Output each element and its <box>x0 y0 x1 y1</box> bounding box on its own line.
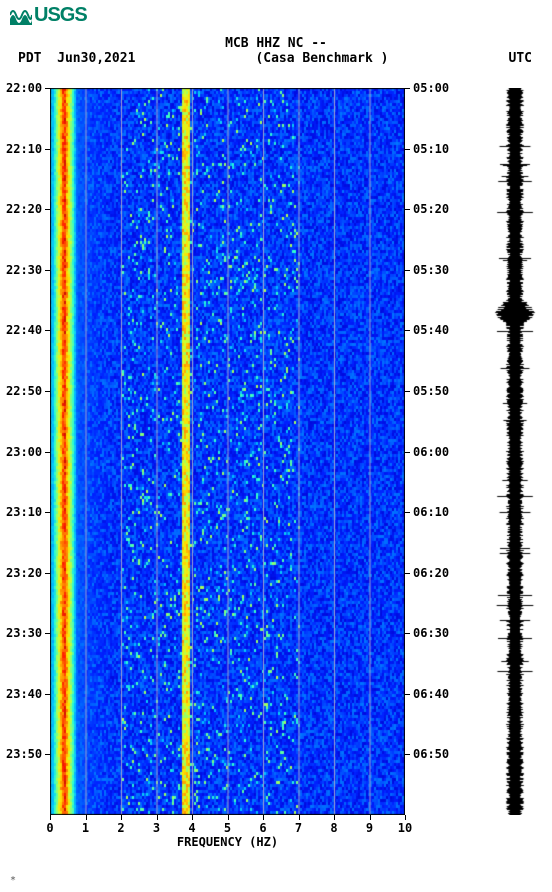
x-tick: 1 <box>82 821 89 835</box>
y-right-tick: 05:30 <box>413 263 449 277</box>
header-location: (Casa Benchmark ) <box>255 51 388 66</box>
x-tick: 7 <box>295 821 302 835</box>
y-left-tick-mark <box>45 88 50 89</box>
x-tick: 10 <box>398 821 412 835</box>
header-left-tz: PDT Jun30,2021 <box>18 51 135 66</box>
y-right-tick-mark <box>405 149 410 150</box>
x-tick: 4 <box>188 821 195 835</box>
x-tick: 9 <box>366 821 373 835</box>
y-right-tick: 06:00 <box>413 445 449 459</box>
y-left-tick-mark <box>45 149 50 150</box>
y-left-tick: 22:50 <box>6 384 42 398</box>
y-right-tick: 06:30 <box>413 626 449 640</box>
x-tick-mark <box>157 815 158 820</box>
x-tick: 0 <box>46 821 53 835</box>
y-right-tick: 05:10 <box>413 142 449 156</box>
y-right-tick-mark <box>405 452 410 453</box>
station-line: MCB HHZ NC -- <box>0 36 552 51</box>
x-tick-mark <box>228 815 229 820</box>
waveform-canvas <box>490 88 540 815</box>
y-right-tick: 06:50 <box>413 747 449 761</box>
x-tick: 6 <box>259 821 266 835</box>
y-left-tick-mark <box>45 694 50 695</box>
spectrogram-chart <box>50 88 405 815</box>
y-right-tick-mark <box>405 330 410 331</box>
y-right-tick: 05:40 <box>413 323 449 337</box>
usgs-wave-icon <box>10 7 32 25</box>
header-right-tz: UTC <box>509 51 532 66</box>
y-right-tick-mark <box>405 270 410 271</box>
usgs-logo: USGS <box>10 4 87 27</box>
y-left-tick: 23:10 <box>6 505 42 519</box>
y-right-tick-mark <box>405 88 410 89</box>
y-left-tick: 22:30 <box>6 263 42 277</box>
y-left-tick-mark <box>45 754 50 755</box>
y-right-tick-mark <box>405 209 410 210</box>
x-tick-mark <box>192 815 193 820</box>
y-right-tick: 05:50 <box>413 384 449 398</box>
x-tick-mark <box>263 815 264 820</box>
y-left-tick-mark <box>45 452 50 453</box>
x-tick-mark <box>299 815 300 820</box>
y-right-tick: 05:00 <box>413 81 449 95</box>
x-tick: 2 <box>117 821 124 835</box>
x-tick-mark <box>121 815 122 820</box>
x-tick: 5 <box>224 821 231 835</box>
y-left-tick: 23:30 <box>6 626 42 640</box>
spectrogram-canvas <box>50 88 405 815</box>
header: MCB HHZ NC -- PDT Jun30,2021 (Casa Bench… <box>0 36 552 66</box>
x-tick-mark <box>86 815 87 820</box>
y-right-tick: 06:20 <box>413 566 449 580</box>
x-tick-mark <box>370 815 371 820</box>
y-right-tick: 05:20 <box>413 202 449 216</box>
x-tick-mark <box>405 815 406 820</box>
y-left-tick-mark <box>45 391 50 392</box>
y-left-tick: 22:10 <box>6 142 42 156</box>
y-right-tick-mark <box>405 694 410 695</box>
y-left-tick-mark <box>45 209 50 210</box>
y-right-tick: 06:40 <box>413 687 449 701</box>
x-axis-title: FREQUENCY (HZ) <box>177 835 278 849</box>
y-left-tick-mark <box>45 330 50 331</box>
y-left-tick-mark <box>45 270 50 271</box>
x-tick: 3 <box>153 821 160 835</box>
y-right-tick-mark <box>405 754 410 755</box>
x-tick-mark <box>50 815 51 820</box>
y-left-tick: 23:50 <box>6 747 42 761</box>
y-left-tick: 22:00 <box>6 81 42 95</box>
y-right-tick-mark <box>405 573 410 574</box>
y-left-tick-mark <box>45 633 50 634</box>
y-right-tick-mark <box>405 391 410 392</box>
x-tick: 8 <box>330 821 337 835</box>
y-right-tick-mark <box>405 512 410 513</box>
y-left-tick: 23:20 <box>6 566 42 580</box>
waveform-chart <box>490 88 540 815</box>
y-left-tick-mark <box>45 512 50 513</box>
x-tick-mark <box>334 815 335 820</box>
y-left-tick: 22:40 <box>6 323 42 337</box>
usgs-logo-text: USGS <box>34 4 87 27</box>
y-right-tick: 06:10 <box>413 505 449 519</box>
y-left-tick: 23:40 <box>6 687 42 701</box>
y-left-tick-mark <box>45 573 50 574</box>
y-right-tick-mark <box>405 633 410 634</box>
y-left-tick: 23:00 <box>6 445 42 459</box>
corner-mark: * <box>10 875 16 886</box>
y-left-tick: 22:20 <box>6 202 42 216</box>
